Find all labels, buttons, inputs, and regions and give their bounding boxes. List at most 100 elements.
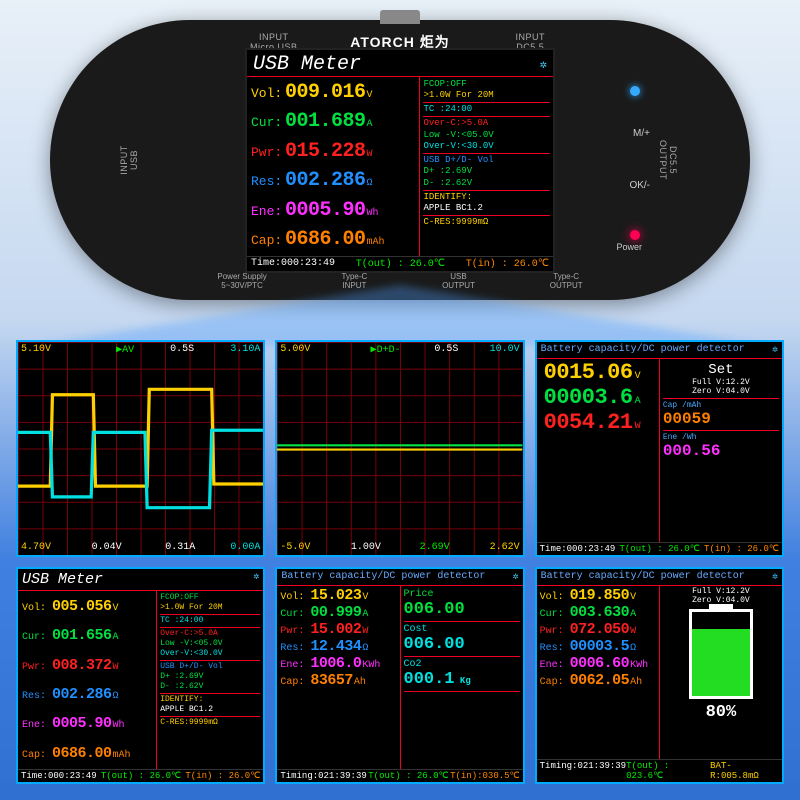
p5-tin: T(in):030.5℃	[450, 771, 520, 781]
scope1-br: 0.00A	[230, 542, 260, 553]
reading-row: Cur:001.689A	[251, 110, 415, 133]
reading-row: Res:002.286Ω	[22, 686, 152, 703]
status-section: Over-C:>5.0ALow -V:<05.0VOver-V:<30.0V	[423, 117, 550, 154]
bluetooth-icon: ✲	[540, 57, 547, 72]
bluetooth-icon: ✲	[772, 344, 778, 356]
temp-in: T(in) : 26.0℃	[466, 258, 549, 270]
scope-dpdm-screen: 5.00V ▶D+D- 0.5S 10.0V -5.0V 1.00V 2.69V…	[275, 340, 524, 557]
scope2-tl: 5.00V	[280, 344, 310, 355]
time-elapsed: Time:000:23:49	[251, 258, 335, 270]
scope1-tr: 3.10A	[230, 344, 260, 355]
scope1-b3: 0.31A	[165, 542, 195, 553]
status-section: USB D+/D- VolD+ :2.69VD- :2.62V	[423, 154, 550, 191]
bluetooth-icon: ✲	[253, 571, 259, 588]
p3-a: 00003.6	[544, 385, 633, 410]
reading-row: Cur:003.630A	[540, 604, 656, 621]
cost-detector-screen: Battery capacity/DC power detector ✲ Vol:…	[275, 567, 524, 784]
reading-row: Ene:0005.90Wh	[251, 199, 415, 222]
p5-time: Timing:021:39:39	[280, 771, 366, 781]
panel4-status: FCOP:OFF >1.0W For 20MTC :24:00Over-C:>5…	[157, 591, 263, 769]
p3-zero: Zero V:04.0V	[663, 387, 779, 396]
status-section: C-RES:9999mΩ	[423, 216, 550, 229]
status-section: IDENTIFY:APPLE BC1.2	[160, 694, 260, 717]
scope2-timebase: 0.5S	[434, 344, 458, 355]
port-label-usb-left: INPUT USB	[119, 145, 139, 175]
status-section: FCOP:OFF >1.0W For 20M	[423, 78, 550, 104]
scope2-tr: 10.0V	[490, 344, 520, 355]
usbc-plug-icon	[380, 10, 420, 24]
p3-w: 0054.21	[544, 410, 633, 435]
reading-row: Pwr:015.228W	[251, 140, 415, 163]
status-section: FCOP:OFF >1.0W For 20M	[160, 592, 260, 615]
status-section: Over-C:>5.0ALow -V:<05.0VOver-V:<30.0V	[160, 628, 260, 661]
scope-traces	[18, 342, 263, 555]
m-plus-button[interactable]: M/+	[633, 128, 650, 139]
ok-minus-button[interactable]: OK/-	[629, 180, 650, 191]
panel6-title: Battery capacity/DC power detector	[541, 571, 745, 583]
p3-v: 0015.06	[544, 360, 633, 385]
p4-tin: T(in) : 26.0℃	[185, 771, 260, 781]
p3-tout: T(out) : 26.0℃	[620, 544, 700, 554]
p3-cap-label: Cap /mAh	[663, 401, 779, 410]
main-status-column: FCOP:OFF >1.0W For 20MTC :24:00Over-C:>5…	[420, 77, 553, 256]
scope1-bl: 4.70V	[21, 542, 51, 553]
reading-row: Ene:0006.60KWh	[540, 655, 656, 672]
status-section: TC :24:00	[423, 103, 550, 117]
screens-grid: 5.10V ▶AV 0.5S 3.10A 4.70V 0.04V 0.31A 0…	[16, 340, 784, 784]
p4-tout: T(out) : 26.0℃	[101, 771, 181, 781]
status-section: TC :24:00	[160, 615, 260, 628]
light-cone-decoration	[40, 285, 760, 345]
battery-pct-screen: Battery capacity/DC power detector✲ Vol:…	[535, 567, 784, 784]
reading-row: Ene:1006.0KWh	[280, 655, 396, 672]
p6-tout: T(out) : 023.6℃	[626, 761, 710, 781]
bluetooth-icon: ✲	[513, 571, 519, 583]
bluetooth-led-icon	[630, 86, 640, 96]
reading-row: Ene:0005.90Wh	[22, 715, 152, 732]
p3-ene-label: Ene /Wh	[663, 433, 779, 442]
panel6-battery: Full V:12.2V Zero V:04.0V 80%	[660, 586, 782, 759]
scope2-mode: ▶D+D-	[371, 344, 401, 356]
reading-row: Vol:009.016V	[251, 81, 415, 104]
scope1-b2: 0.04V	[92, 542, 122, 553]
main-lcd-screen: USB Meter ✲ Vol:009.016VCur:001.689APwr:…	[245, 48, 555, 273]
scope1-mode: ▶AV	[116, 344, 134, 356]
panel6-readings: Vol:019.850VCur:003.630APwr:072.050WRes:…	[537, 586, 660, 759]
panel3-title: Battery capacity/DC power detector	[541, 344, 745, 356]
scope2-br: 2.62V	[490, 542, 520, 553]
p3-ene-val: 000.56	[663, 442, 779, 460]
cost-kv: Co2000.1 Kg	[404, 657, 520, 692]
p6-bat: BAT-R:005.8mΩ	[710, 761, 779, 781]
reading-row: Res:002.286Ω	[251, 169, 415, 192]
p3-time: Time:000:23:49	[540, 544, 616, 554]
panel3-readings: 0015.06V 00003.6A 0054.21W	[537, 359, 660, 542]
cost-kv: Price006.00	[404, 587, 520, 622]
p4-time: Time:000:23:49	[21, 771, 97, 781]
power-label: Power	[616, 242, 642, 252]
reading-row: Res:00003.5Ω	[540, 638, 656, 655]
p6-pct: 80%	[663, 703, 779, 722]
panel5-cost: Price006.00Cost006.00Co2000.1 Kg	[401, 586, 523, 769]
scope2-bl: -5.0V	[280, 542, 310, 553]
p6-full: Full V:12.2V	[663, 587, 779, 596]
cost-kv: Cost006.00	[404, 622, 520, 657]
scope2-traces	[277, 342, 522, 555]
temp-out: T(out) : 26.0℃	[356, 258, 445, 270]
scope1-tl: 5.10V	[21, 344, 51, 355]
p3-set: Set	[663, 362, 779, 378]
reading-row: Cur:001.656A	[22, 627, 152, 644]
power-led-icon	[630, 230, 640, 240]
reading-row: Cap:0686.00mAh	[251, 228, 415, 251]
panel5-title: Battery capacity/DC power detector	[281, 571, 485, 583]
device-body: ATORCH 炬为 INPUT Micro USB INPUT DC5.5 IN…	[50, 20, 750, 300]
p3-full: Full V:12.2V	[663, 378, 779, 387]
reading-row: Pwr:008.372W	[22, 657, 152, 674]
status-section: IDENTIFY:APPLE BC1.2	[423, 191, 550, 217]
scope2-b2: 1.00V	[351, 542, 381, 553]
panel5-readings: Vol:15.023VCur:00.999APwr:15.002WRes:12.…	[277, 586, 400, 769]
reading-row: Cap:0686.00mAh	[22, 745, 152, 762]
reading-row: Vol:15.023V	[280, 587, 396, 604]
reading-row: Vol:019.850V	[540, 587, 656, 604]
usb-meter-screen: USB Meter✲ Vol:005.056VCur:001.656APwr:0…	[16, 567, 265, 784]
reading-row: Cap:83657Ah	[280, 672, 396, 689]
reading-row: Vol:005.056V	[22, 598, 152, 615]
